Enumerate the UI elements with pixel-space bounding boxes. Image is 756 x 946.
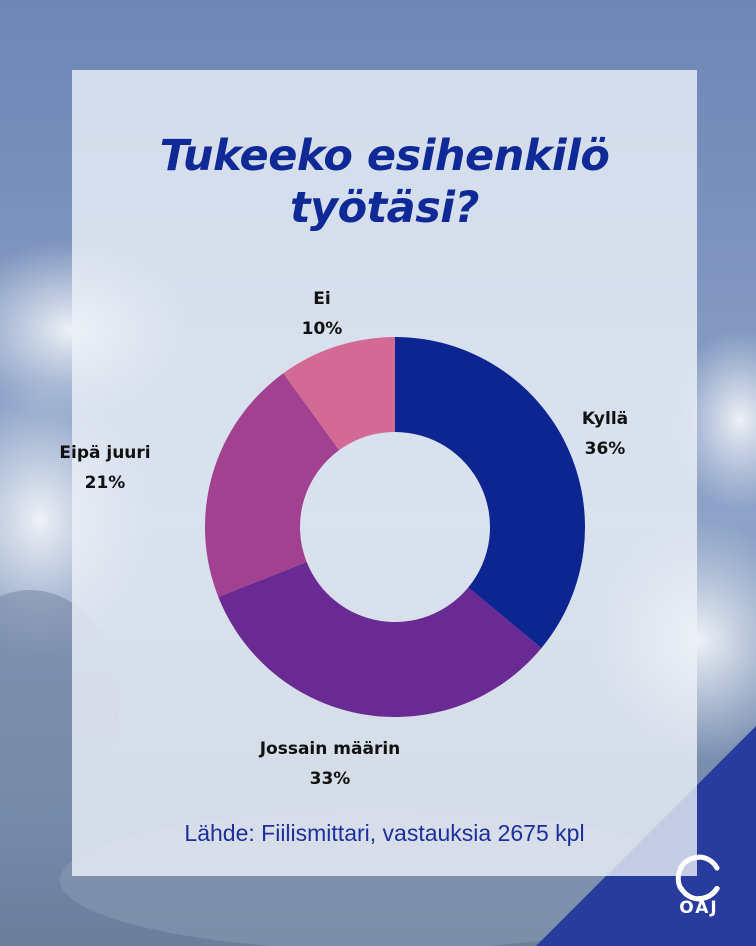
title-line-2: työtäsi?: [290, 183, 479, 233]
donut-slice-2: [218, 561, 542, 717]
slice-value-4: 10%: [302, 319, 343, 339]
donut-slice-4: [283, 337, 395, 451]
donut-slice-1: [395, 337, 586, 649]
title-line-1: Tukeeko esihenkilö: [159, 131, 610, 181]
content-panel: [72, 70, 697, 876]
chart-title: Tukeeko esihenkilö työtäsi?: [72, 130, 697, 234]
oaj-logo-icon: [675, 854, 720, 902]
source-text: Lähde: Fiilismittari, vastauksia 2675 kp…: [184, 820, 585, 846]
logo-text: OAJ: [679, 898, 719, 918]
donut-slice-3: [204, 373, 340, 597]
slice-label-2: Jossain määrin: [259, 739, 401, 759]
slice-value-1: 36%: [585, 439, 626, 459]
slice-label-4: Ei: [313, 289, 330, 309]
slice-value-2: 33%: [310, 769, 351, 789]
slice-label-1: Kyllä: [582, 409, 628, 429]
slice-value-3: 21%: [85, 473, 126, 493]
slice-label-3: Eipä juuri: [59, 443, 150, 463]
